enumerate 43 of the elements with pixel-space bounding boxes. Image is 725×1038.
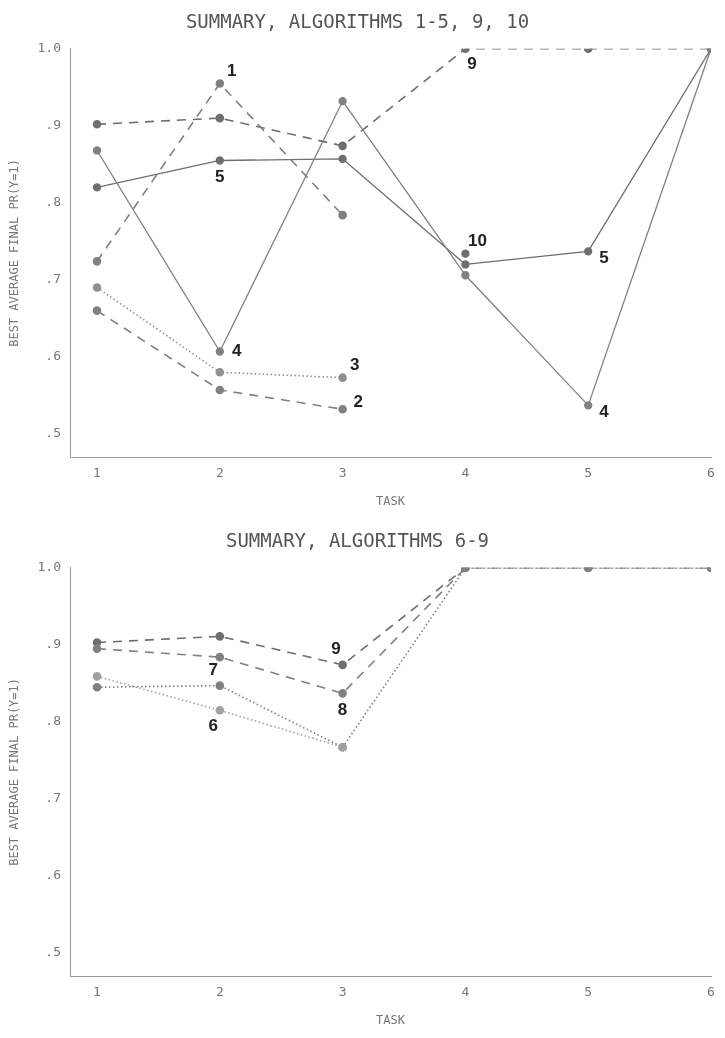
y-tick-label: .6 xyxy=(45,867,61,883)
y-tick-label: .7 xyxy=(45,271,61,287)
y-tick-label: 1.0 xyxy=(37,40,61,56)
x-tick-label: 1 xyxy=(93,984,101,1000)
y-tick-label: 1.0 xyxy=(37,559,61,575)
x-tick-label: 2 xyxy=(215,984,224,1000)
annotation: 4 xyxy=(599,401,610,421)
y-axis-title: BEST AVERAGE FINAL PR(Y=1) xyxy=(7,158,22,347)
x-tick-label: 6 xyxy=(707,465,715,481)
y-tick-label: .8 xyxy=(45,713,61,729)
y-tick-label: .6 xyxy=(45,348,61,364)
annotation: 8 xyxy=(337,700,348,720)
x-tick-label: 4 xyxy=(461,984,470,1000)
annotation: 9 xyxy=(467,54,477,74)
annotation: 3 xyxy=(349,355,360,375)
x-tick-label: 4 xyxy=(461,465,470,481)
annotation: 10 xyxy=(467,231,487,251)
x-tick-label: 5 xyxy=(584,465,593,481)
annotation: 9 xyxy=(331,638,341,658)
y-tick-label: .5 xyxy=(45,425,61,441)
annotation: 2 xyxy=(353,392,364,412)
annotation: 7 xyxy=(208,659,219,679)
x-axis-title: TASK xyxy=(376,493,406,508)
chart-title: SUMMARY, ALGORITHMS 6-9 xyxy=(225,529,490,552)
y-axis-title: BEST AVERAGE FINAL PR(Y=1) xyxy=(7,677,22,866)
x-tick-label: 3 xyxy=(338,984,347,1000)
x-tick-label: 6 xyxy=(707,984,715,1000)
annotation: 4 xyxy=(232,341,243,361)
x-tick-label: 3 xyxy=(338,465,347,481)
y-tick-label: .5 xyxy=(45,944,61,960)
y-tick-label: .9 xyxy=(45,636,61,652)
annotation: 5 xyxy=(215,167,225,187)
x-tick-label: 2 xyxy=(215,465,224,481)
annotation: 1 xyxy=(227,61,237,81)
y-tick-label: .8 xyxy=(45,194,61,210)
x-tick-label: 5 xyxy=(584,984,593,1000)
y-tick-label: .9 xyxy=(45,117,61,133)
y-tick-label: .7 xyxy=(45,790,61,806)
annotation: 6 xyxy=(208,715,219,735)
x-axis-title: TASK xyxy=(376,1012,406,1027)
x-tick-label: 1 xyxy=(93,465,101,481)
annotation: 5 xyxy=(599,247,609,267)
chart-title: SUMMARY, ALGORITHMS 1-5, 9, 10 xyxy=(185,10,530,33)
